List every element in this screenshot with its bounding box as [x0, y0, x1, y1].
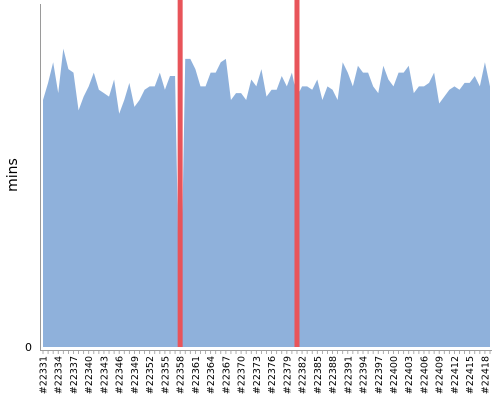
- x-tick-label: #22358: [176, 356, 187, 394]
- x-tick-label: #22382: [298, 356, 309, 394]
- y-tick-label-0: 0: [25, 341, 32, 354]
- y-axis-label: mins: [5, 158, 21, 192]
- x-tick-label: #22364: [206, 356, 217, 394]
- x-tick-label: #22370: [237, 356, 248, 394]
- series-area: [43, 48, 490, 348]
- x-tick-label: #22376: [267, 356, 278, 394]
- x-tick-label: #22394: [359, 356, 370, 394]
- x-tick-labels: #22331 #22334 #22337 #22340 #22343 #22346 #223…: [39, 356, 492, 394]
- x-tick-label: #22403: [404, 356, 415, 394]
- x-tick-label: #22367: [221, 356, 232, 394]
- x-tick-label: #22391: [343, 356, 354, 394]
- x-tick-label: #22400: [389, 356, 400, 394]
- x-tick-label: #22412: [450, 356, 461, 394]
- x-tick-label: #22352: [145, 356, 156, 394]
- x-tick-label: #22361: [191, 356, 202, 394]
- x-tick-label: #22346: [115, 356, 126, 394]
- x-tick-label: #22340: [84, 356, 95, 394]
- marker-line-22358: [177, 0, 183, 347]
- x-tick-label: #22337: [69, 356, 80, 394]
- x-tick-label: #22418: [480, 356, 491, 394]
- x-tick-label: #22355: [160, 356, 171, 394]
- x-tick-label: #22409: [435, 356, 446, 394]
- x-tick-label: #22331: [39, 356, 50, 394]
- x-tick-label: #22388: [328, 356, 339, 394]
- x-tick-label: #22334: [54, 356, 65, 394]
- markers: [177, 0, 300, 347]
- x-tick-label: #22379: [282, 356, 293, 394]
- plot-area: #22331 #22334 #22337 #22340 #22343 #22346 #223…: [39, 0, 492, 394]
- x-tick-label: #22343: [99, 356, 110, 394]
- marker-line-22381: [294, 0, 300, 347]
- x-tick-label: #22406: [419, 356, 430, 394]
- x-tick-label: #22397: [374, 356, 385, 394]
- x-tick-label: #22373: [252, 356, 263, 394]
- x-tick-label: #22415: [465, 356, 476, 394]
- x-ticks: [42, 351, 491, 354]
- x-tick-label: #22349: [130, 356, 141, 394]
- x-tick-label: #22385: [313, 356, 324, 394]
